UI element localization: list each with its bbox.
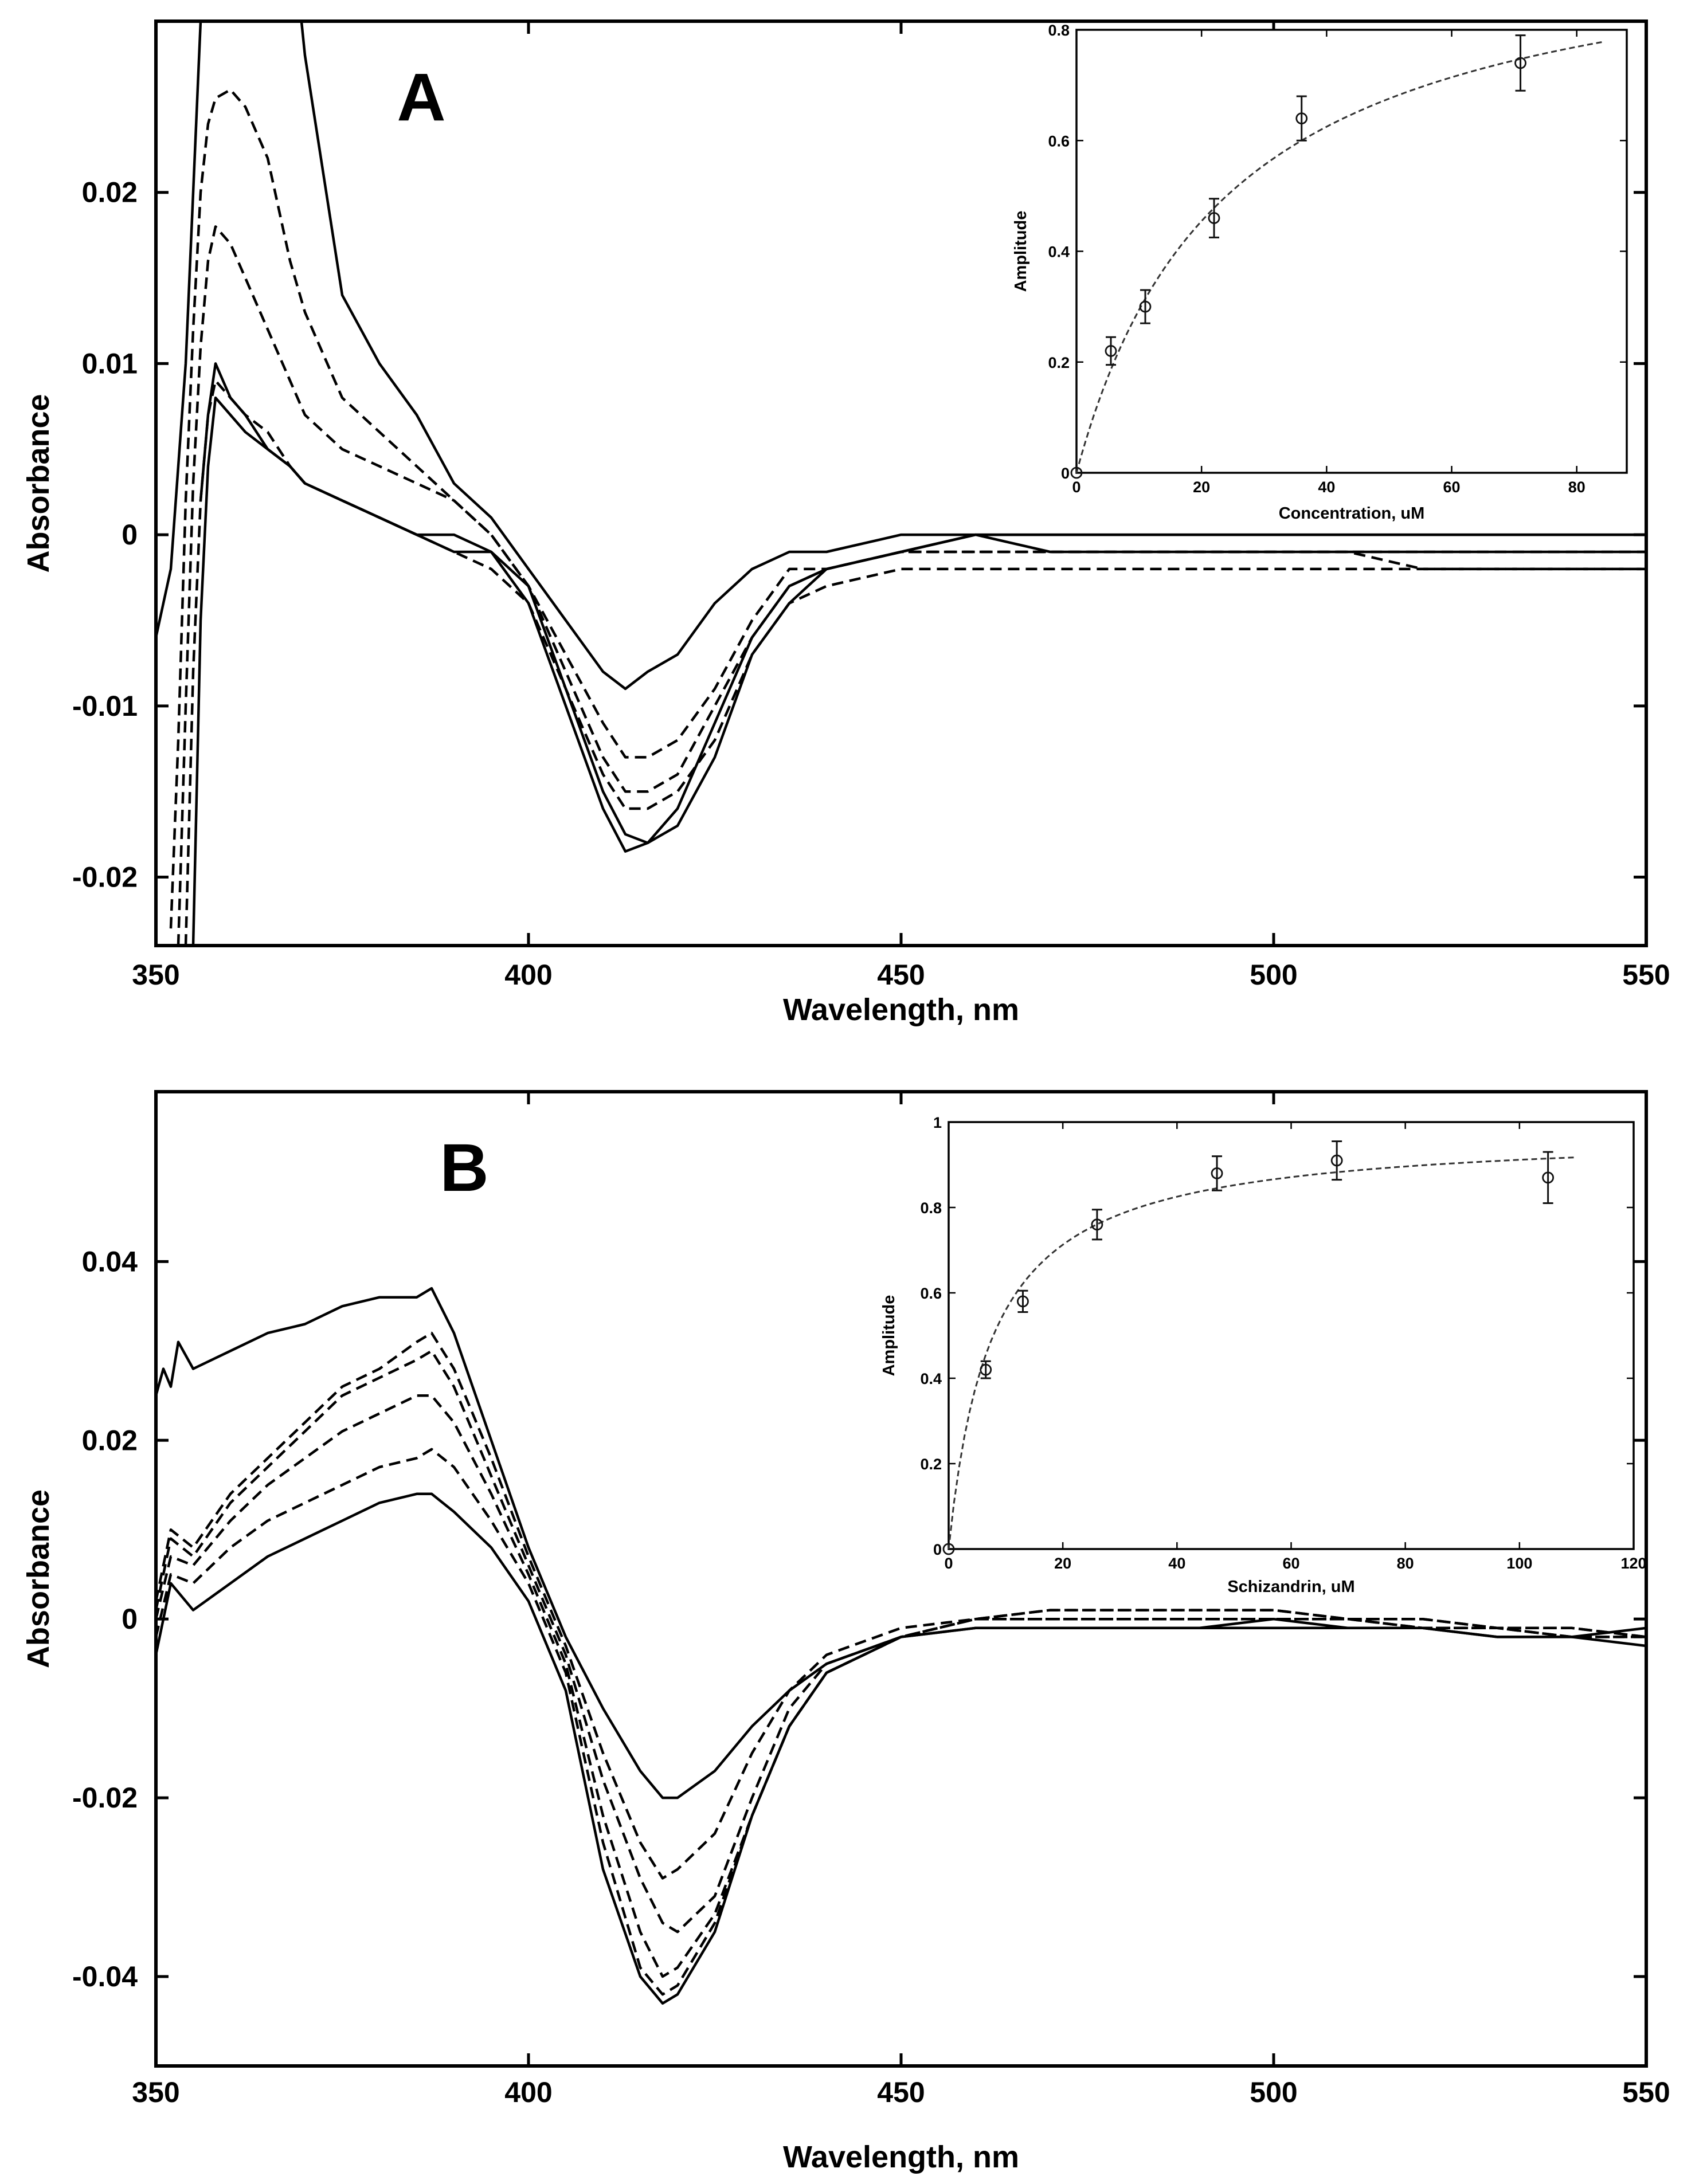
- inset-x-tick-label: 40: [1168, 1555, 1185, 1572]
- inset-y-axis-label: Amplitude: [880, 1295, 898, 1377]
- inset-y-tick-label: 0.4: [1048, 244, 1070, 261]
- inset-frame: [1075, 29, 1628, 474]
- series-line-1: [156, 1287, 1646, 1799]
- x-tick-label: 400: [504, 959, 552, 991]
- data-point: [1017, 1295, 1029, 1308]
- data-point: [1091, 1218, 1103, 1231]
- y-tick-label: 0.02: [82, 177, 138, 209]
- inset-y-tick-label: 0.2: [920, 1456, 942, 1473]
- spectra-group: [156, 21, 1646, 946]
- panel-letter: B: [440, 1130, 488, 1206]
- x-tick-label: 550: [1622, 2076, 1670, 2108]
- inset-x-tick-label: 40: [1318, 479, 1335, 496]
- data-point: [980, 1363, 992, 1376]
- y-tick-label: 0.04: [82, 1245, 138, 1277]
- data-point: [1295, 112, 1308, 125]
- inset-frame: [948, 1121, 1635, 1550]
- x-tick-label: 550: [1622, 959, 1670, 991]
- series-line-6: [156, 1492, 1646, 2005]
- inset-x-axis-label: Schizandrin, uM: [1227, 1578, 1354, 1596]
- x-axis-label: Wavelength, nm: [783, 2140, 1019, 2174]
- inset-x-tick-label: 80: [1568, 479, 1585, 496]
- series-line-5: [191, 396, 1646, 946]
- data-point: [1514, 57, 1526, 69]
- data-point: [942, 1543, 955, 1555]
- fit-curve: [948, 1156, 1577, 1550]
- x-tick-label: 500: [1250, 959, 1297, 991]
- inset-x-tick-label: 0: [944, 1555, 953, 1572]
- inset-x-axis-label: Concentration, uM: [1279, 504, 1425, 523]
- data-point: [1105, 345, 1117, 357]
- panel-b: 350 400 450 500 550-0.04-0.0200.020.04Wavele…: [21, 1090, 1670, 2174]
- inset-chart: 0 20 40 60 80 0 0.2 0.4 0.6 0.8 Concentration, uM A…: [1012, 22, 1628, 523]
- x-tick-label: 400: [504, 2076, 552, 2108]
- inset-x-tick-label: 120: [1620, 1555, 1646, 1572]
- data-point: [1139, 300, 1152, 313]
- series-line-5: [156, 1448, 1646, 1996]
- series-line-3: [156, 1350, 1646, 1934]
- y-tick-label: -0.04: [72, 1960, 138, 1993]
- inset-x-tick-label: 60: [1282, 1555, 1299, 1572]
- fit-curve: [1075, 41, 1602, 473]
- series-line-2: [169, 88, 1646, 929]
- y-axis-label: Absorbance: [21, 1489, 56, 1668]
- panel-a: 350 400 450 500 550-0.02-0.0100.010.02Wavele…: [21, 19, 1670, 1027]
- y-tick-label: 0.01: [82, 347, 138, 379]
- data-point: [1330, 1154, 1343, 1167]
- data-point: [1542, 1171, 1555, 1184]
- inset-y-tick-label: 0.6: [920, 1285, 942, 1302]
- data-point: [1070, 466, 1083, 479]
- y-axis-label: Absorbance: [21, 394, 56, 573]
- inset-y-tick-label: 0: [933, 1541, 942, 1558]
- x-tick-label: 350: [132, 2076, 179, 2108]
- x-tick-label: 450: [877, 2076, 925, 2108]
- inset-y-axis-label: Amplitude: [1012, 211, 1030, 292]
- spectra-group: [156, 1287, 1646, 2005]
- data-point: [1208, 212, 1220, 224]
- y-tick-label: -0.01: [72, 690, 138, 722]
- inset-y-tick-label: 0.8: [920, 1199, 942, 1217]
- inset-y-tick-label: 1: [933, 1114, 942, 1131]
- x-tick-label: 450: [877, 959, 925, 991]
- inset-y-tick-label: 0.2: [1048, 354, 1070, 371]
- x-tick-label: 500: [1250, 2076, 1297, 2108]
- inset-x-tick-label: 0: [1072, 479, 1080, 496]
- inset-x-tick-label: 100: [1506, 1555, 1532, 1572]
- y-tick-label: 0: [122, 1603, 138, 1635]
- inset-x-tick-label: 60: [1443, 479, 1461, 496]
- inset-y-tick-label: 0.6: [1048, 132, 1070, 150]
- y-tick-label: 0: [122, 519, 138, 551]
- y-tick-label: -0.02: [72, 861, 138, 893]
- inset-x-tick-label: 20: [1193, 479, 1210, 496]
- x-tick-label: 350: [132, 959, 179, 991]
- inset-y-tick-label: 0.8: [1048, 22, 1070, 39]
- panel-letter: A: [397, 60, 445, 135]
- inset-x-tick-label: 20: [1054, 1555, 1071, 1572]
- series-line-6: [199, 362, 1646, 845]
- inset-y-tick-label: 0.4: [920, 1370, 942, 1387]
- inset-y-tick-label: 0: [1061, 465, 1070, 482]
- y-tick-label: -0.02: [72, 1782, 138, 1814]
- data-point: [1211, 1167, 1223, 1179]
- y-tick-label: 0.02: [82, 1424, 138, 1456]
- inset-x-tick-label: 80: [1397, 1555, 1414, 1572]
- x-axis-label: Wavelength, nm: [783, 993, 1019, 1027]
- inset-chart: 0 20 40 60 80 100 120 0 0.2 0.4 0.6 0.8 1 Schizandrin…: [880, 1114, 1647, 1596]
